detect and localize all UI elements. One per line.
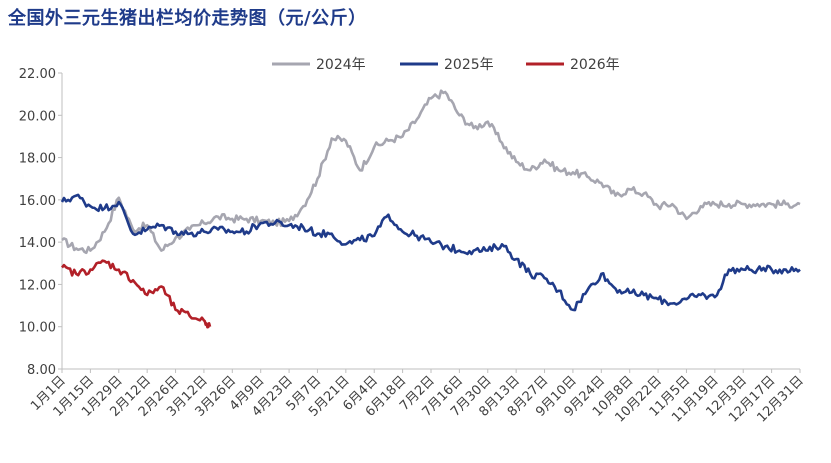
y-tick-label: 8.00 [27, 363, 56, 378]
y-tick-label: 18.00 [19, 152, 56, 167]
y-tick-label: 12.00 [19, 278, 56, 293]
chart-title: 全国外三元生猪出栏均价走势图（元/公斤） [8, 8, 367, 29]
legend-label: 2024年 [316, 57, 366, 73]
legend-label: 2025年 [444, 57, 494, 73]
series-line-2 [60, 193, 801, 312]
y-tick-label: 22.00 [19, 67, 56, 82]
series-lines [60, 89, 801, 329]
y-tick-label: 16.00 [19, 194, 56, 209]
y-tick-label: 20.00 [19, 109, 56, 124]
legend-label: 2026年 [570, 57, 620, 73]
y-tick-label: 14.00 [19, 236, 56, 251]
legend: 2024年 2025年 2026年 [272, 57, 620, 73]
y-tick-label: 10.00 [19, 321, 56, 336]
series-line-3 [61, 259, 212, 329]
